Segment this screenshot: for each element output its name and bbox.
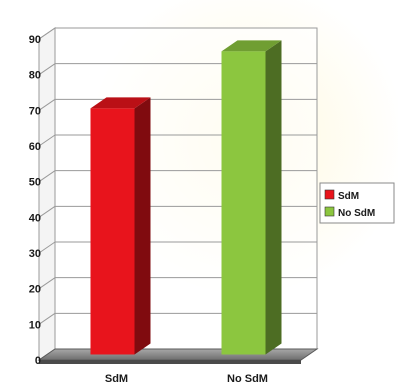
y-tick-label: 50 xyxy=(29,177,41,189)
bars xyxy=(90,40,282,355)
x-tick-label: No SdM xyxy=(227,373,268,383)
legend-item: No SdM xyxy=(324,206,375,219)
plot-side-wall xyxy=(38,27,56,361)
gridline-side xyxy=(38,241,56,254)
y-tick-label: 40 xyxy=(29,212,41,224)
gridline-side xyxy=(38,63,56,76)
legend-swatch xyxy=(324,206,335,217)
gridline-side xyxy=(38,312,56,325)
legend: SdM No SdM xyxy=(319,182,395,224)
bar-side xyxy=(265,40,282,355)
legend-item: SdM xyxy=(324,189,359,202)
bar-front xyxy=(90,108,135,355)
legend-label: No SdM xyxy=(338,208,375,219)
plot-floor xyxy=(37,348,319,364)
legend-swatch xyxy=(324,189,335,200)
y-tick-label: 90 xyxy=(29,34,41,46)
y-tick-label: 10 xyxy=(29,319,41,331)
gridline-side xyxy=(38,277,56,290)
y-tick-label: 20 xyxy=(29,284,41,296)
y-tick-label: 60 xyxy=(29,141,41,153)
bar xyxy=(90,97,151,355)
legend-label: SdM xyxy=(338,191,359,202)
y-tick-label: 30 xyxy=(29,248,41,260)
bar-side xyxy=(134,97,151,355)
gridline-side xyxy=(38,170,56,183)
bar xyxy=(221,40,282,355)
x-axis: SdM No SdM xyxy=(105,373,268,385)
bar-top xyxy=(90,97,151,109)
legend-box xyxy=(319,182,395,224)
y-axis: 0 10 20 30 40 50 60 70 80 90 xyxy=(29,34,41,367)
gridline-side xyxy=(38,27,56,40)
gridline-side xyxy=(38,205,56,218)
bar-top xyxy=(221,40,282,52)
x-tick-label: SdM xyxy=(105,373,128,383)
gridline-side xyxy=(38,98,56,111)
floor-edge xyxy=(39,360,301,364)
bar-front xyxy=(221,51,266,355)
y-tick-label: 80 xyxy=(29,70,41,82)
y-tick-label: 70 xyxy=(29,105,41,117)
y-tick-label: 0 xyxy=(35,355,41,367)
gridline-side xyxy=(38,134,56,147)
floor-top xyxy=(37,348,319,361)
